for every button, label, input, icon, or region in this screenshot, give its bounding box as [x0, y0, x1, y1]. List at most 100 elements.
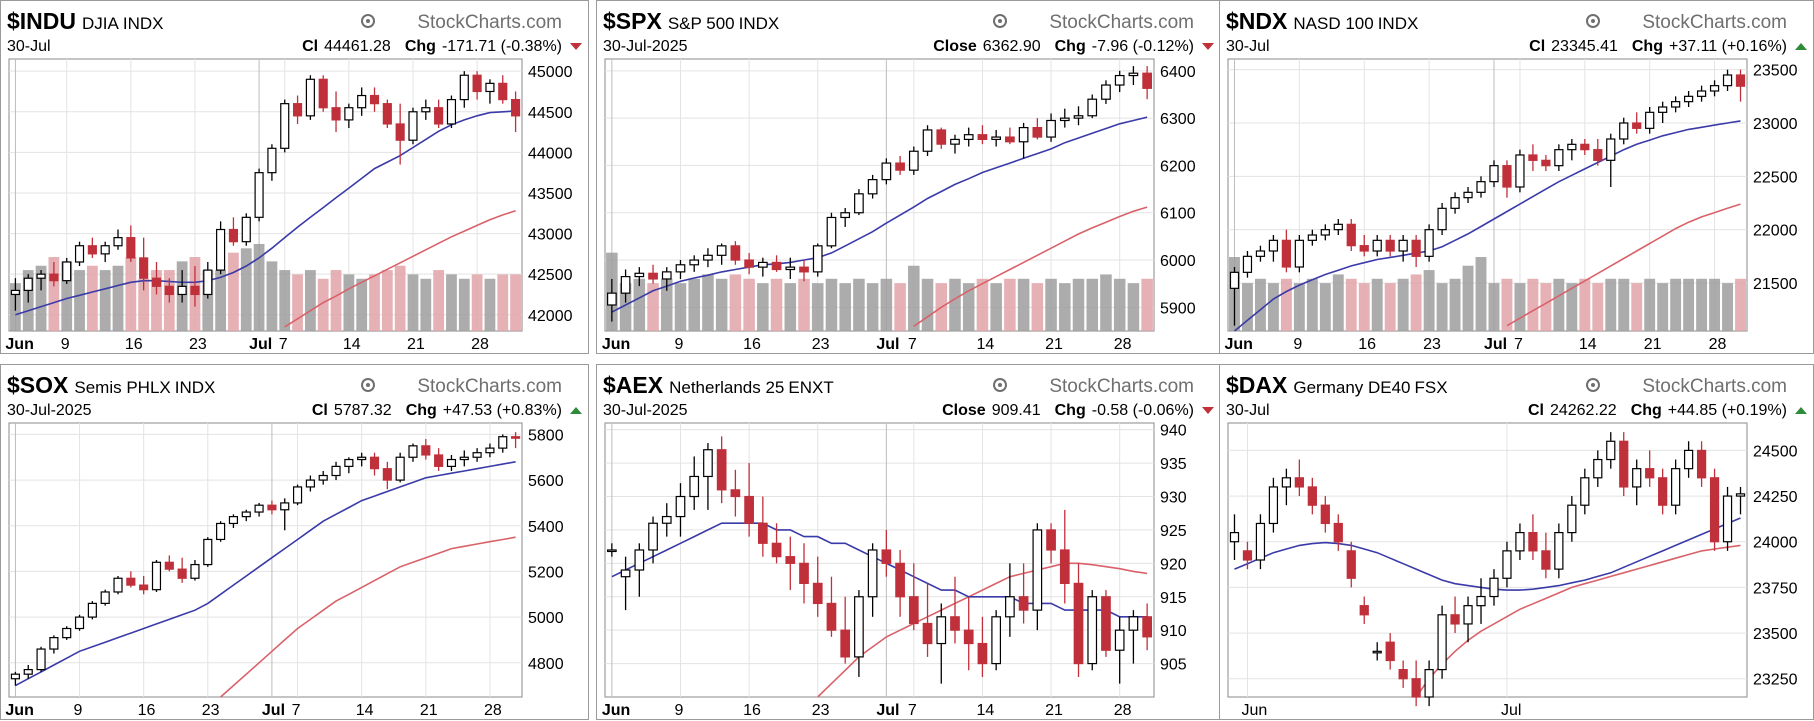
candle-body: [395, 123, 405, 141]
x-tick-label: 16: [138, 702, 156, 719]
candle-body: [1515, 532, 1525, 552]
candle-body: [1255, 250, 1266, 257]
candle-body: [1450, 614, 1460, 625]
candle-body: [1489, 165, 1499, 183]
candle-body: [1032, 529, 1043, 611]
candle-body: [1307, 486, 1317, 506]
volume-bar: [266, 261, 278, 331]
volume-bar: [1488, 283, 1500, 331]
y-tick-label: 5200: [528, 564, 564, 581]
y-tick-label: 21500: [1753, 276, 1798, 293]
candle-body: [1463, 605, 1473, 625]
chart-exchange: ENXT: [788, 378, 833, 397]
volume-bar: [240, 248, 252, 331]
y-tick-label: 22500: [1753, 169, 1798, 186]
y-tick-label: 5000: [528, 610, 564, 627]
volume-bar: [407, 274, 419, 331]
watermark-text: StockCharts.com: [417, 376, 562, 397]
volume-bar: [1722, 283, 1733, 331]
candle-body: [62, 261, 72, 282]
volume-bar: [1436, 283, 1448, 331]
x-tick-label: 21: [1045, 336, 1063, 353]
volume-bar: [729, 274, 742, 331]
volume-bar: [1618, 278, 1630, 331]
candle-body: [459, 74, 469, 101]
candle-body: [1437, 207, 1447, 231]
candle-body: [139, 584, 149, 591]
watermark-text: StockCharts.com: [1049, 376, 1194, 397]
x-tick-label: 9: [674, 702, 683, 719]
candle-body: [908, 150, 919, 171]
plot-area: [1227, 422, 1748, 698]
chart-name: Germany DE40: [1293, 378, 1410, 397]
candle-body: [190, 285, 200, 296]
change-down-arrow-icon: [1202, 407, 1214, 414]
candle-body: [1294, 239, 1304, 268]
y-tick-label: 6000: [1160, 253, 1196, 270]
x-tick-label: 23: [189, 336, 207, 353]
candle-body: [675, 264, 686, 273]
volume-bar: [1423, 270, 1435, 331]
chart-name: NASD 100: [1293, 14, 1373, 33]
chart-date: 30-Jul-2025: [7, 402, 92, 419]
candle-body: [331, 465, 341, 477]
chart-symbol: $SPX: [603, 8, 662, 34]
candle-body: [408, 445, 418, 458]
candle-body: [344, 107, 354, 121]
volume-bar: [715, 278, 728, 331]
candle-body: [799, 266, 809, 273]
volume-bar: [839, 283, 851, 331]
candle-body: [1359, 605, 1369, 616]
volume-bar: [1553, 278, 1565, 331]
candle-body: [826, 216, 837, 247]
volume-bar: [990, 283, 1002, 331]
candle-body: [203, 538, 213, 566]
candle-body: [1359, 245, 1369, 252]
watermark-icon: [361, 378, 375, 392]
watermark-icon-dot: [1591, 19, 1595, 23]
candle-body: [1333, 522, 1343, 543]
candle-body: [36, 273, 46, 279]
chart-panel-aex: $AEX Netherlands 25 ENXT StockCharts.com 30…: [596, 364, 1221, 720]
volume-bar: [1045, 278, 1057, 331]
chart-close-label: Close: [933, 38, 977, 55]
candle-body: [1735, 493, 1746, 497]
candle-body: [785, 556, 796, 564]
candle-body: [1502, 165, 1512, 188]
volume-bar: [1501, 278, 1513, 331]
volume-bar: [74, 270, 85, 331]
candle-body: [1255, 522, 1266, 561]
y-tick-label: 43500: [528, 186, 573, 203]
candle-body: [1722, 74, 1733, 87]
volume-bar: [1696, 278, 1708, 331]
watermark-icon-dot: [998, 383, 1002, 387]
x-tick-label: 21: [420, 702, 438, 719]
chart-exchange: INDX: [739, 14, 780, 33]
volume-bar: [1527, 278, 1539, 331]
volume-bar: [1242, 283, 1253, 331]
candle-body: [1114, 74, 1125, 86]
chart-exchange: INDX: [175, 378, 216, 397]
candle-body: [1528, 154, 1538, 161]
chart-close-value: 6362.90: [983, 38, 1041, 55]
chart-change-label: Chg: [406, 402, 437, 419]
candle-body: [1142, 72, 1152, 89]
candle-body: [511, 436, 521, 439]
candle-body: [344, 458, 354, 467]
candle-body: [1346, 223, 1356, 247]
volume-bar: [1319, 283, 1331, 331]
volume-bar: [61, 261, 73, 331]
candle-body: [1632, 468, 1642, 488]
x-tick-label: 28: [1709, 336, 1727, 353]
x-tick-label: 23: [202, 702, 220, 719]
candle-body: [472, 452, 482, 458]
candle-body: [1346, 550, 1356, 579]
y-tick-label: 915: [1160, 590, 1187, 607]
candle-body: [113, 237, 123, 247]
volume-bar: [228, 252, 239, 331]
candle-body: [292, 486, 303, 504]
y-tick-label: 23500: [1753, 63, 1798, 80]
candle-body: [1398, 669, 1408, 680]
x-tick-label: 16: [743, 702, 761, 719]
candle-body: [23, 669, 33, 675]
